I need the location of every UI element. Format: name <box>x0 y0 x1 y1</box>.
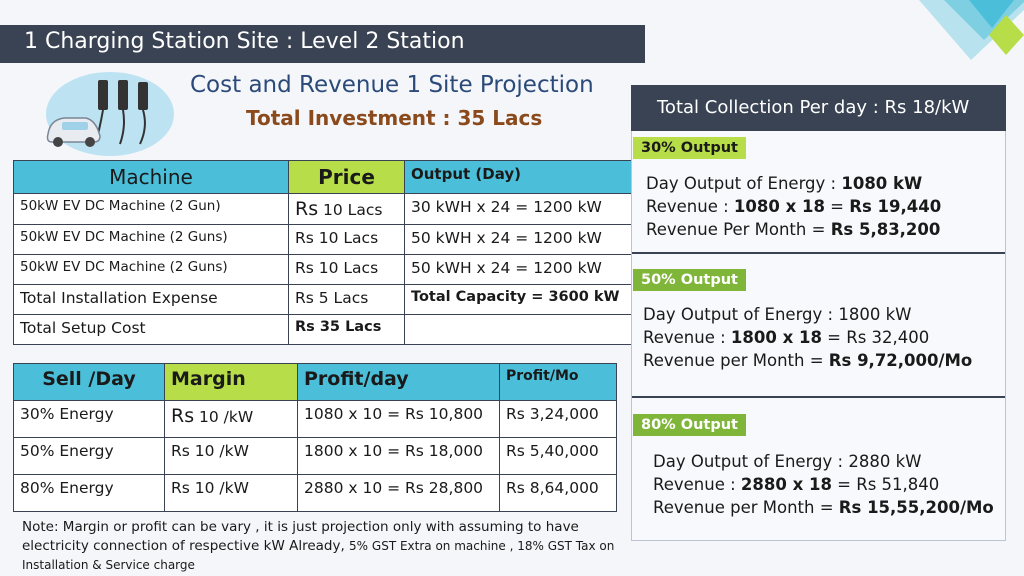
machine-cell: 50kW EV DC Machine (2 Gun) <box>13 193 289 225</box>
margin-cell: Rs 10 /kW <box>164 437 298 475</box>
price-cell: Rs 35 Lacs <box>288 314 405 345</box>
label: Day Output of Energy : <box>646 174 842 193</box>
output-50-details: Day Output of Energy : 1800 kW Revenue :… <box>643 303 972 372</box>
header-output: Output (Day) <box>404 160 633 194</box>
value: 2880 x 18 <box>740 475 832 494</box>
label: Revenue per Month = <box>643 351 829 370</box>
note-main: Note: Margin or profit can be vary , it … <box>22 519 579 554</box>
projection-title: Cost and Revenue 1 Site Projection <box>190 72 594 98</box>
header-machine: Machine <box>13 160 289 194</box>
table-row: Total Installation Expense Rs 5 Lacs Tot… <box>13 284 633 315</box>
header-profit-mo: Profit/Mo <box>499 363 617 401</box>
profit-cell: 1080 x 10 = Rs 10,800 <box>297 400 500 438</box>
value: 1080 kW <box>841 174 923 193</box>
price-cell: Rs 10 Lacs <box>288 224 405 255</box>
table-row: 30% Energy Rs 10 /kW 1080 x 10 = Rs 10,8… <box>13 400 617 438</box>
note-gst: 5% GST Extra on machine , 18% GST Tax on… <box>22 539 615 572</box>
sell-cell: 50% Energy <box>13 437 165 475</box>
monthly-revenue-line: Revenue Per Month = Rs 5,83,200 <box>646 218 941 241</box>
output-cell <box>404 314 633 345</box>
table-row: 50kW EV DC Machine (2 Guns) Rs 10 Lacs 5… <box>13 254 633 285</box>
value: Rs 5,83,200 <box>830 220 941 239</box>
margin-value: 10 /kW <box>194 408 254 426</box>
price-cell: Rs 5 Lacs <box>288 284 405 315</box>
corner-decoration <box>919 0 1024 60</box>
day-output-line: Day Output of Energy : 1800 kW <box>643 305 912 324</box>
label: Revenue per Month = <box>653 498 839 517</box>
margin-cell: Rs 10 /kW <box>164 400 298 438</box>
revenue-line: Revenue : 1800 x 18 = Rs 32,400 <box>643 326 972 349</box>
total-investment: Total Investment : 35 Lacs <box>246 106 543 130</box>
profit-mo-cell: Rs 8,64,000 <box>499 474 617 512</box>
output-cell: 30 kWH x 24 = 1200 kW <box>404 193 633 225</box>
machine-cell: 50kW EV DC Machine (2 Guns) <box>13 224 289 255</box>
collection-header: Total Collection Per day : Rs 18/kW <box>631 85 1006 131</box>
profit-mo-cell: Rs 5,40,000 <box>499 437 617 475</box>
sell-cell: 30% Energy <box>13 400 165 438</box>
value-rest: = Rs 32,400 <box>821 328 930 347</box>
output-50-tag: 50% Output <box>633 269 746 291</box>
footnote: Note: Margin or profit can be vary , it … <box>22 518 622 575</box>
output-80-tag: 80% Output <box>633 414 746 436</box>
label: Revenue Per Month = <box>646 220 831 239</box>
value-rest: = Rs 51,840 <box>831 475 940 494</box>
machine-table: Machine Price Output (Day) 50kW EV DC Ma… <box>13 160 633 345</box>
value: Rs 15,55,200/Mo <box>838 498 994 517</box>
output-30-tag: 30% Output <box>633 137 746 159</box>
value: 1800 x 18 <box>730 328 822 347</box>
table-row: 50kW EV DC Machine (2 Guns) Rs 10 Lacs 5… <box>13 224 633 255</box>
divider <box>632 252 1005 254</box>
price-value: 10 Lacs <box>318 201 383 219</box>
output-80-details: Day Output of Energy : 2880 kW Revenue :… <box>653 450 994 519</box>
profit-cell: 2880 x 10 = Rs 28,800 <box>297 474 500 512</box>
margin-cell: Rs 10 /kW <box>164 474 298 512</box>
table-row: 80% Energy Rs 10 /kW 2880 x 10 = Rs 28,8… <box>13 474 617 512</box>
value: Rs 19,440 <box>849 197 942 216</box>
header-price: Price <box>288 160 405 194</box>
header-margin: Margin <box>164 363 298 401</box>
total-capacity-cell: Total Capacity = 3600 kW <box>404 284 633 315</box>
sell-table: Sell /Day Margin Profit/day Profit/Mo 30… <box>13 363 617 512</box>
ev-charging-icon <box>46 72 174 156</box>
collection-panel <box>631 85 1006 541</box>
sell-cell: 80% Energy <box>13 474 165 512</box>
price-cell: Rs 10 Lacs <box>288 193 405 225</box>
table-header-row: Sell /Day Margin Profit/day Profit/Mo <box>13 363 617 401</box>
monthly-revenue-line: Revenue per Month = Rs 9,72,000/Mo <box>643 349 972 372</box>
machine-cell: Total Installation Expense <box>13 284 289 315</box>
monthly-revenue-line: Revenue per Month = Rs 15,55,200/Mo <box>653 496 994 519</box>
revenue-line: Revenue : 2880 x 18 = Rs 51,840 <box>653 473 994 496</box>
table-row: 50% Energy Rs 10 /kW 1800 x 10 = Rs 18,0… <box>13 437 617 475</box>
price-cell: Rs 10 Lacs <box>288 254 405 285</box>
table-header-row: Machine Price Output (Day) <box>13 160 633 194</box>
label: Revenue : <box>646 197 734 216</box>
machine-cell: 50kW EV DC Machine (2 Guns) <box>13 254 289 285</box>
equals: = <box>824 197 850 216</box>
value: 1080 x 18 <box>733 197 825 216</box>
day-output-line: Day Output of Energy : 2880 kW <box>653 452 922 471</box>
divider <box>632 396 1005 398</box>
revenue-line: Revenue : 1080 x 18 = Rs 19,440 <box>646 195 941 218</box>
output-30-details: Day Output of Energy : 1080 kW Revenue :… <box>646 172 941 241</box>
header-profit: Profit/day <box>297 363 500 401</box>
profit-mo-cell: Rs 3,24,000 <box>499 400 617 438</box>
margin-prefix: Rs <box>171 405 195 427</box>
label: Revenue : <box>643 328 731 347</box>
profit-cell: 1800 x 10 = Rs 18,000 <box>297 437 500 475</box>
table-row: Total Setup Cost Rs 35 Lacs <box>13 314 633 345</box>
output-cell: 50 kWH x 24 = 1200 kW <box>404 254 633 285</box>
machine-cell: Total Setup Cost <box>13 314 289 345</box>
label: Revenue : <box>653 475 741 494</box>
price-prefix: Rs <box>295 198 319 220</box>
header-sell: Sell /Day <box>13 363 165 401</box>
value: Rs 9,72,000/Mo <box>828 351 973 370</box>
output-cell: 50 kWH x 24 = 1200 kW <box>404 224 633 255</box>
page-title: 1 Charging Station Site : Level 2 Statio… <box>0 25 645 63</box>
table-row: 50kW EV DC Machine (2 Gun) Rs 10 Lacs 30… <box>13 193 633 225</box>
day-output-line: Day Output of Energy : 1080 kW <box>646 172 941 195</box>
